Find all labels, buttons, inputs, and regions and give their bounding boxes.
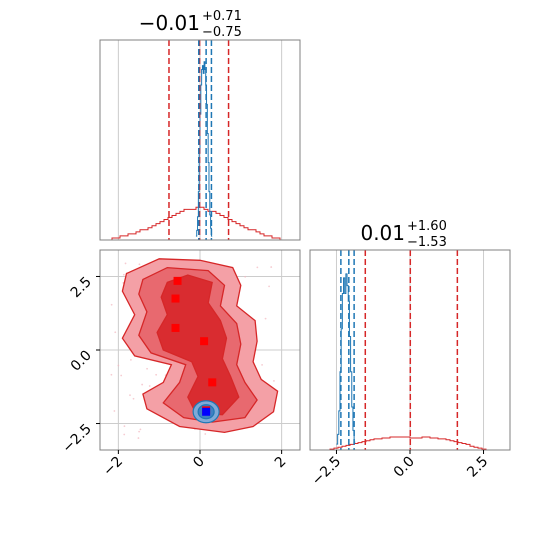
- sample-point: [138, 263, 141, 266]
- x-param-title: −0.01 +0.71 −0.75: [139, 9, 242, 40]
- x-tick-label: −2.5: [309, 454, 344, 489]
- sample-point: [270, 266, 273, 268]
- y-title-sub: −1.53: [407, 235, 447, 250]
- x-title-main: −0.01: [139, 11, 200, 35]
- x-tick-label: 0: [190, 454, 208, 472]
- sample-point: [110, 303, 113, 306]
- sample-point: [110, 373, 113, 376]
- y-param-title: 0.01 +1.60 −1.53: [360, 219, 446, 250]
- sample-point: [117, 364, 120, 367]
- x-marginal-histogram: [99, 39, 301, 241]
- y-title-main: 0.01: [360, 221, 405, 245]
- sample-point: [120, 374, 123, 377]
- x-title-sup: +0.71: [202, 9, 242, 24]
- sample-point: [132, 397, 135, 400]
- panel-frame: [99, 39, 301, 241]
- red-marker: [173, 276, 182, 285]
- axis-ticks: −2 0 2 −2.5 0.0 2.5 −2.5 0.0 2.5: [59, 274, 491, 489]
- y-title-sup: +1.60: [407, 219, 447, 234]
- sample-point: [130, 358, 132, 361]
- x-tick-label: −2: [100, 454, 126, 480]
- red-contour-inner: [156, 274, 240, 416]
- y-tick-label: −2.5: [59, 421, 94, 456]
- sample-point: [256, 266, 259, 269]
- sample-point: [113, 410, 116, 412]
- sample-point: [139, 428, 142, 431]
- sample-point: [204, 433, 207, 435]
- sample-point: [122, 273, 125, 276]
- sample-point: [244, 275, 247, 278]
- x-tick-label: 0.0: [391, 454, 418, 481]
- sample-point: [137, 437, 140, 439]
- red-marker: [171, 294, 180, 303]
- sample-point: [273, 379, 275, 382]
- sample-point: [148, 385, 151, 387]
- sample-point: [268, 285, 270, 288]
- sample-point: [124, 262, 127, 265]
- sample-point: [141, 383, 144, 386]
- red-histogram: [310, 436, 510, 451]
- x-title-sub: −0.75: [202, 25, 242, 40]
- blue-histogram: [336, 273, 356, 445]
- blue-marker: [202, 407, 211, 416]
- y-marginal-histogram: [309, 249, 511, 451]
- red-marker: [171, 323, 180, 332]
- red-marker: [208, 378, 217, 387]
- sample-point: [146, 367, 148, 370]
- sample-point: [264, 317, 267, 320]
- x-tick-label: 2.5: [464, 454, 491, 481]
- sample-point: [155, 373, 158, 376]
- y-tick-label: 2.5: [68, 274, 95, 301]
- sample-point: [123, 425, 126, 428]
- joint-density-panel: [99, 249, 301, 451]
- blue-histogram: [195, 61, 213, 237]
- sample-point: [138, 430, 141, 433]
- y-tick-label: 0.0: [68, 348, 95, 375]
- red-marker: [200, 337, 209, 346]
- sample-point: [261, 363, 263, 366]
- sample-point: [114, 331, 117, 334]
- sample-point: [129, 394, 131, 397]
- sample-point: [123, 433, 126, 436]
- x-tick-label: 2: [272, 454, 290, 472]
